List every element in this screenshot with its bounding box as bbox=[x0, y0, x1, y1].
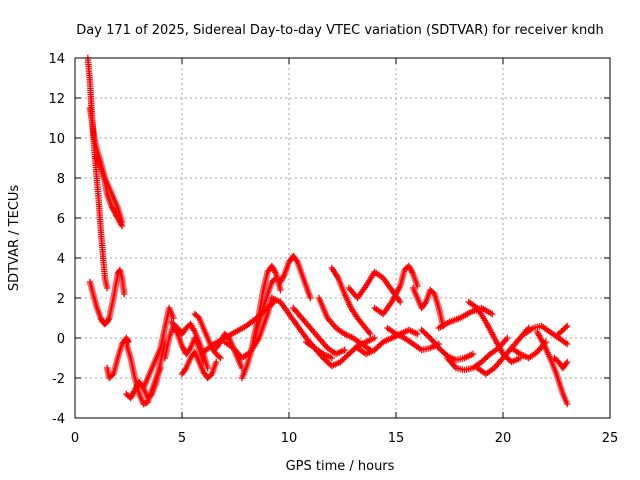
series-t25 bbox=[354, 326, 421, 358]
data-point bbox=[397, 298, 404, 306]
y-axis-label: SDTVAR / TECUs bbox=[7, 185, 22, 292]
data-point bbox=[341, 346, 348, 354]
x-axis-label: GPS time / hours bbox=[286, 459, 395, 474]
data-layer bbox=[84, 54, 571, 408]
y-tick-label: 4 bbox=[57, 252, 65, 267]
data-point bbox=[307, 294, 314, 302]
data-point bbox=[217, 354, 224, 362]
x-tick-label: 5 bbox=[178, 431, 186, 446]
data-point bbox=[140, 400, 147, 408]
x-tick-label: 10 bbox=[281, 431, 298, 446]
series-t11 bbox=[178, 348, 220, 382]
data-point bbox=[118, 222, 126, 230]
series-t4 bbox=[86, 266, 128, 328]
series-t19 bbox=[277, 252, 314, 302]
series-t3 bbox=[93, 154, 126, 230]
data-point bbox=[121, 290, 128, 298]
data-point bbox=[141, 400, 149, 407]
data-point bbox=[414, 282, 421, 290]
x-tick-label: 15 bbox=[388, 431, 405, 446]
data-point bbox=[170, 314, 177, 322]
data-point bbox=[271, 276, 278, 283]
data-point bbox=[103, 284, 111, 292]
series-t36 bbox=[534, 328, 571, 408]
data-point bbox=[272, 274, 280, 282]
data-point bbox=[414, 330, 421, 338]
data-point bbox=[429, 289, 437, 296]
series-t17 bbox=[251, 274, 280, 342]
tick-layer: 0 5 10 15 20 25 -4 -2 0 2 4 6 8 10 12 14 bbox=[48, 52, 618, 446]
data-point bbox=[371, 334, 378, 342]
data-point bbox=[207, 372, 214, 379]
data-point bbox=[108, 372, 116, 379]
data-point bbox=[204, 364, 211, 372]
data-point bbox=[564, 340, 571, 348]
series-t30 bbox=[444, 334, 511, 374]
data-point bbox=[194, 313, 201, 320]
y-tick-label: 14 bbox=[48, 52, 65, 67]
data-point bbox=[215, 353, 223, 360]
x-tick-label: 0 bbox=[71, 431, 79, 446]
chart-title: Day 171 of 2025, Sidereal Day-to-day VTE… bbox=[76, 23, 603, 38]
y-tick-label: 2 bbox=[57, 292, 65, 307]
series-t35 bbox=[521, 322, 571, 348]
x-tick-label: 20 bbox=[495, 431, 512, 446]
y-tick-label: 6 bbox=[57, 212, 65, 227]
series-t14 bbox=[200, 298, 278, 356]
data-point bbox=[564, 358, 571, 366]
series-t20 bbox=[290, 304, 348, 358]
data-point bbox=[564, 322, 571, 330]
y-tick-label: 0 bbox=[57, 332, 65, 347]
data-point bbox=[105, 316, 112, 323]
y-tick-label: 12 bbox=[48, 92, 65, 107]
series-t8 bbox=[140, 304, 177, 392]
data-point bbox=[147, 392, 154, 399]
data-point bbox=[277, 286, 284, 294]
plot-frame bbox=[74, 57, 611, 419]
x-tick-label: 25 bbox=[602, 431, 619, 446]
data-point bbox=[504, 334, 511, 342]
y-tick-label: 10 bbox=[48, 132, 65, 147]
data-point bbox=[213, 358, 220, 366]
series-t26 bbox=[371, 262, 421, 318]
series-t32 bbox=[465, 298, 524, 366]
series-t28 bbox=[409, 284, 447, 330]
series-t38 bbox=[555, 322, 571, 338]
y-tick-label: -2 bbox=[52, 372, 65, 387]
series-t1 bbox=[84, 54, 111, 292]
series-t23 bbox=[328, 264, 374, 338]
data-point bbox=[367, 330, 374, 338]
data-point bbox=[425, 333, 433, 340]
series-t18 bbox=[268, 294, 335, 362]
y-tick-label: 8 bbox=[57, 172, 65, 187]
y-tick-label: -4 bbox=[52, 412, 65, 427]
data-point bbox=[124, 337, 131, 344]
data-point bbox=[564, 400, 571, 408]
data-point bbox=[562, 324, 569, 331]
series-t37 bbox=[551, 354, 571, 372]
series-t5 bbox=[103, 334, 132, 382]
data-point bbox=[469, 350, 477, 358]
data-point bbox=[489, 310, 496, 318]
data-point bbox=[328, 354, 335, 362]
